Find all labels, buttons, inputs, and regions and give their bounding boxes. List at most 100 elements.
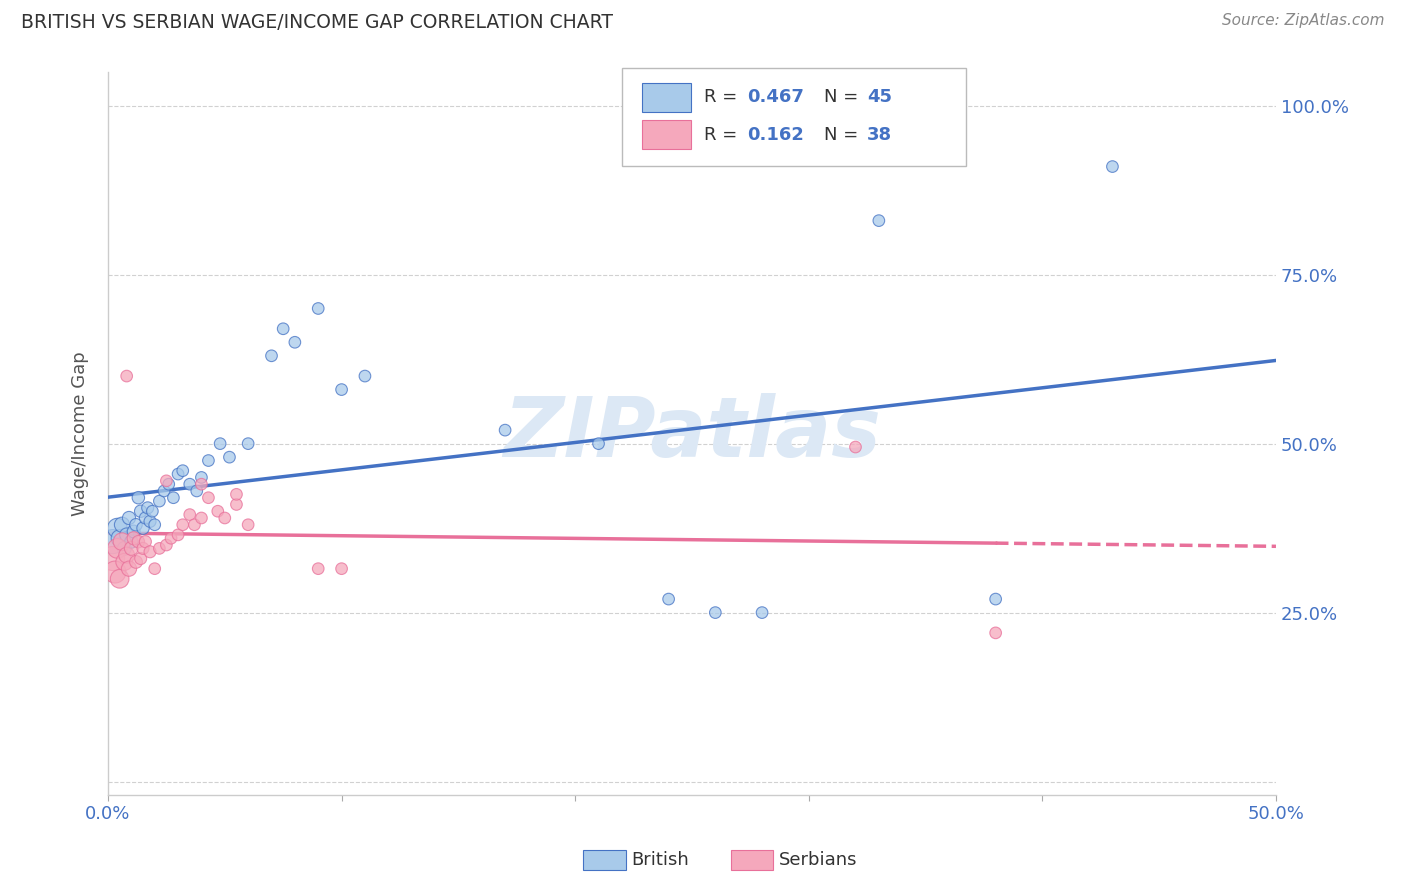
Point bbox=[108, 572, 131, 586]
Text: British: British bbox=[631, 851, 689, 869]
Point bbox=[183, 517, 205, 532]
Point bbox=[236, 517, 259, 532]
Point bbox=[197, 453, 219, 467]
Point bbox=[190, 477, 212, 491]
Point bbox=[225, 487, 247, 501]
Point bbox=[214, 511, 236, 525]
Point bbox=[172, 464, 194, 478]
Bar bbox=[641, 83, 690, 112]
Point bbox=[271, 322, 294, 336]
Y-axis label: Wage/Income Gap: Wage/Income Gap bbox=[72, 351, 89, 516]
Point bbox=[260, 349, 283, 363]
Point bbox=[108, 531, 131, 545]
Point bbox=[122, 531, 145, 545]
Point bbox=[139, 514, 162, 528]
Point bbox=[167, 467, 190, 481]
Point bbox=[127, 491, 149, 505]
Point bbox=[136, 500, 159, 515]
Text: R =: R = bbox=[703, 126, 748, 144]
Point bbox=[868, 213, 890, 227]
Point bbox=[658, 592, 681, 607]
Point bbox=[330, 562, 353, 576]
Point bbox=[122, 524, 145, 539]
Text: N =: N = bbox=[824, 87, 863, 105]
Point bbox=[134, 511, 156, 525]
Point bbox=[129, 551, 152, 566]
Point bbox=[101, 534, 124, 549]
Point bbox=[132, 541, 155, 556]
Point bbox=[105, 541, 128, 556]
Point bbox=[115, 548, 138, 562]
Text: R =: R = bbox=[703, 87, 742, 105]
Point bbox=[111, 534, 134, 549]
Point bbox=[148, 494, 170, 508]
Point bbox=[105, 521, 128, 535]
Point bbox=[125, 555, 148, 569]
Point bbox=[143, 562, 166, 576]
Point bbox=[984, 625, 1007, 640]
Point bbox=[134, 534, 156, 549]
Point bbox=[129, 504, 152, 518]
Point bbox=[153, 483, 176, 498]
Point bbox=[115, 528, 138, 542]
Text: 0.162: 0.162 bbox=[747, 126, 804, 144]
Text: N =: N = bbox=[824, 126, 863, 144]
Point bbox=[588, 436, 610, 450]
Point bbox=[160, 531, 183, 545]
Text: ZIPatlas: ZIPatlas bbox=[503, 393, 882, 474]
Point bbox=[225, 498, 247, 512]
Point bbox=[127, 534, 149, 549]
Point bbox=[162, 491, 184, 505]
Point bbox=[155, 538, 177, 552]
Text: 45: 45 bbox=[868, 87, 893, 105]
Point bbox=[307, 301, 329, 316]
Text: BRITISH VS SERBIAN WAGE/INCOME GAP CORRELATION CHART: BRITISH VS SERBIAN WAGE/INCOME GAP CORRE… bbox=[21, 13, 613, 32]
Point bbox=[120, 541, 142, 556]
Point bbox=[179, 508, 201, 522]
Point bbox=[141, 504, 163, 518]
Point bbox=[101, 551, 124, 566]
Point bbox=[112, 541, 135, 556]
Point bbox=[207, 504, 229, 518]
Point bbox=[844, 440, 866, 454]
Point bbox=[172, 517, 194, 532]
Point bbox=[143, 517, 166, 532]
Point bbox=[139, 545, 162, 559]
Point bbox=[120, 534, 142, 549]
Point bbox=[354, 369, 377, 384]
Point bbox=[148, 541, 170, 556]
Point bbox=[1101, 160, 1123, 174]
Point bbox=[190, 470, 212, 484]
Point bbox=[104, 565, 127, 579]
Point bbox=[494, 423, 516, 437]
Point bbox=[197, 491, 219, 505]
Point bbox=[132, 521, 155, 535]
Point bbox=[186, 483, 208, 498]
Point bbox=[157, 477, 180, 491]
Text: 38: 38 bbox=[868, 126, 893, 144]
Point bbox=[307, 562, 329, 576]
Point bbox=[190, 511, 212, 525]
Point bbox=[111, 517, 134, 532]
Point bbox=[209, 436, 232, 450]
Bar bbox=[641, 120, 690, 149]
Point bbox=[155, 474, 177, 488]
Point bbox=[704, 606, 727, 620]
Text: Serbians: Serbians bbox=[779, 851, 858, 869]
Point bbox=[125, 517, 148, 532]
Point bbox=[984, 592, 1007, 607]
Point bbox=[112, 555, 135, 569]
Point bbox=[218, 450, 240, 465]
Point bbox=[330, 383, 353, 397]
Point bbox=[118, 562, 141, 576]
Point bbox=[118, 511, 141, 525]
Point bbox=[167, 528, 190, 542]
FancyBboxPatch shape bbox=[621, 69, 966, 166]
Text: 0.467: 0.467 bbox=[747, 87, 804, 105]
Point bbox=[179, 477, 201, 491]
Point bbox=[284, 335, 307, 350]
Point bbox=[115, 369, 138, 384]
Text: Source: ZipAtlas.com: Source: ZipAtlas.com bbox=[1222, 13, 1385, 29]
Point bbox=[236, 436, 259, 450]
Point bbox=[751, 606, 773, 620]
